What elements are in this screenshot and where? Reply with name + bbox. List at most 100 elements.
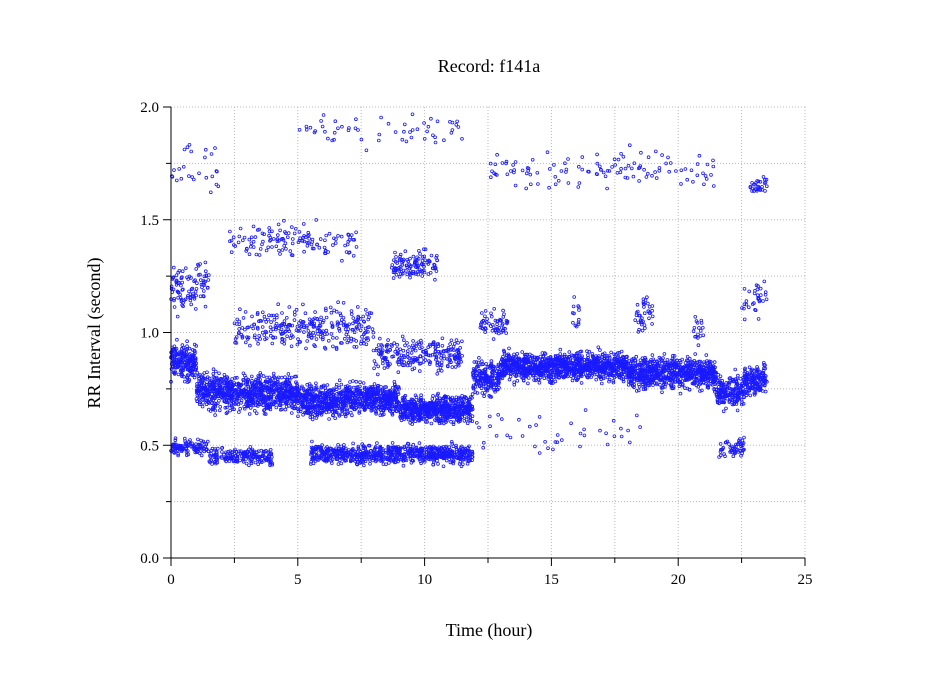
data-point bbox=[304, 397, 309, 402]
data-point bbox=[282, 393, 286, 398]
data-point bbox=[599, 381, 604, 386]
data-point bbox=[321, 384, 326, 389]
data-point bbox=[507, 377, 512, 382]
data-point bbox=[248, 406, 253, 410]
data-point bbox=[187, 346, 192, 351]
data-point bbox=[180, 367, 184, 371]
data-point bbox=[477, 355, 481, 360]
data-point bbox=[253, 385, 258, 389]
data-point bbox=[306, 397, 310, 402]
data-point bbox=[258, 377, 262, 382]
data-point bbox=[763, 389, 768, 394]
data-point bbox=[213, 396, 217, 401]
data-point bbox=[293, 385, 298, 390]
data-point bbox=[208, 389, 212, 394]
data-point bbox=[289, 400, 294, 404]
data-point bbox=[252, 392, 256, 397]
data-point bbox=[200, 404, 205, 409]
data-point bbox=[224, 381, 229, 385]
data-point bbox=[288, 392, 293, 397]
data-point bbox=[609, 350, 613, 355]
data-point bbox=[223, 405, 228, 410]
data-point bbox=[338, 398, 342, 402]
data-point bbox=[286, 384, 291, 388]
data-point bbox=[278, 403, 283, 408]
data-point bbox=[217, 398, 221, 403]
data-point bbox=[201, 385, 206, 390]
data-point bbox=[176, 372, 181, 377]
data-point bbox=[211, 371, 216, 376]
data-point bbox=[372, 382, 377, 386]
data-point bbox=[183, 364, 188, 369]
data-point bbox=[242, 387, 246, 392]
data-point bbox=[245, 399, 250, 404]
data-point bbox=[567, 350, 572, 354]
data-point bbox=[333, 416, 338, 421]
data-point bbox=[189, 358, 193, 362]
data-point bbox=[187, 360, 191, 364]
data-point bbox=[515, 378, 520, 383]
data-point bbox=[251, 403, 256, 408]
data-point bbox=[358, 380, 362, 385]
data-point bbox=[191, 354, 195, 359]
data-point bbox=[278, 396, 283, 401]
data-point bbox=[254, 411, 259, 416]
data-point bbox=[379, 385, 383, 389]
data-point bbox=[302, 410, 307, 415]
data-point bbox=[250, 381, 255, 386]
data-point bbox=[237, 410, 241, 414]
data-point bbox=[283, 380, 288, 384]
data-point bbox=[185, 376, 190, 381]
data-point bbox=[361, 381, 366, 385]
data-point bbox=[335, 396, 340, 401]
data-point bbox=[233, 376, 237, 380]
data-point bbox=[197, 402, 202, 407]
data-point bbox=[284, 389, 289, 393]
data-point bbox=[331, 413, 336, 417]
data-point bbox=[188, 367, 193, 371]
data-point bbox=[482, 394, 486, 399]
data-point bbox=[220, 395, 225, 400]
data-point bbox=[207, 380, 212, 385]
data-point bbox=[278, 387, 283, 391]
data-point bbox=[230, 405, 235, 409]
data-point bbox=[195, 393, 200, 398]
data-point bbox=[233, 402, 238, 407]
data-point bbox=[283, 407, 288, 412]
data-point bbox=[220, 391, 224, 395]
data-point bbox=[224, 411, 229, 416]
data-point bbox=[337, 378, 342, 383]
data-point bbox=[261, 403, 265, 408]
data-point bbox=[228, 386, 233, 390]
data-point bbox=[200, 373, 205, 377]
data-point bbox=[343, 414, 348, 419]
data-point bbox=[191, 373, 195, 378]
data-point bbox=[255, 394, 260, 398]
data-point bbox=[231, 382, 236, 387]
data-point bbox=[265, 375, 269, 380]
data-point bbox=[192, 357, 196, 362]
data-point bbox=[210, 389, 214, 393]
data-point bbox=[284, 404, 289, 409]
data-point bbox=[265, 380, 270, 385]
data-point bbox=[185, 344, 189, 349]
data-point bbox=[297, 388, 301, 392]
data-point bbox=[230, 407, 235, 411]
data-point bbox=[315, 412, 319, 417]
data-point bbox=[197, 382, 201, 386]
data-point bbox=[223, 399, 227, 403]
data-point bbox=[351, 379, 355, 383]
data-point bbox=[184, 347, 188, 352]
data-point bbox=[210, 392, 214, 397]
data-point bbox=[345, 407, 350, 412]
data-point bbox=[258, 388, 263, 393]
data-point bbox=[218, 404, 223, 409]
data-point bbox=[231, 400, 235, 405]
data-point bbox=[294, 380, 298, 385]
data-point bbox=[747, 365, 752, 370]
data-point bbox=[526, 376, 531, 380]
data-point bbox=[196, 437, 200, 442]
data-point bbox=[484, 362, 488, 366]
data-point bbox=[174, 346, 179, 351]
data-point bbox=[315, 394, 320, 398]
